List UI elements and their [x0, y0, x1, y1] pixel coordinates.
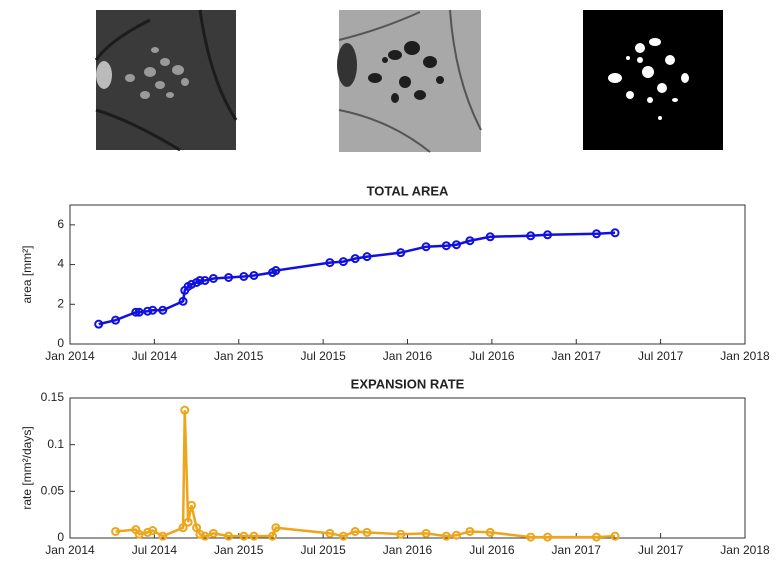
x-tick-label: Jan 2017 [552, 543, 602, 557]
x-tick-label: Jul 2014 [132, 349, 178, 363]
x-tick-label: Jul 2016 [469, 543, 515, 557]
x-tick-label: Jan 2015 [214, 349, 264, 363]
x-tick-label: Jan 2018 [720, 543, 770, 557]
x-tick-label: Jul 2017 [638, 543, 684, 557]
x-tick-label: Jan 2015 [214, 543, 264, 557]
y-tick-label: 0.05 [41, 484, 65, 498]
image-segmentation [583, 10, 723, 150]
chart-title: TOTAL AREA [367, 183, 449, 198]
x-tick-label: Jan 2016 [383, 349, 433, 363]
plot-frame [70, 205, 745, 344]
y-axis-label: area [mm²] [20, 245, 34, 303]
x-tick-label: Jul 2015 [300, 543, 346, 557]
x-tick-label: Jul 2017 [638, 349, 684, 363]
x-tick-label: Jan 2014 [45, 543, 95, 557]
y-axis-label: rate [mm²/days] [20, 426, 34, 509]
data-line [99, 233, 615, 324]
image-autofluorescence [96, 10, 236, 150]
y-tick-label: 0 [57, 530, 64, 544]
x-tick-label: Jan 2017 [552, 349, 602, 363]
y-tick-label: 4 [57, 257, 64, 271]
x-tick-label: Jan 2014 [45, 349, 95, 363]
x-tick-label: Jul 2014 [132, 543, 178, 557]
x-tick-label: Jan 2016 [383, 543, 433, 557]
y-tick-label: 2 [57, 296, 64, 310]
y-tick-label: 6 [57, 217, 64, 231]
y-tick-label: 0.15 [41, 390, 65, 404]
figure: TOTAL AREA area [mm²] 0 2 4 6 Jan 2014 Jul 2014… [0, 0, 779, 561]
chart-title: EXPANSION RATE [351, 376, 465, 391]
y-tick-label: 0 [57, 336, 64, 350]
x-tick-label: Jan 2018 [720, 349, 770, 363]
x-tick-label: Jul 2015 [300, 349, 346, 363]
x-tick-label: Jul 2016 [469, 349, 515, 363]
image-fundus [337, 10, 481, 152]
plot-frame [70, 398, 745, 538]
y-tick-label: 0.1 [47, 437, 64, 451]
data-line [116, 410, 616, 537]
